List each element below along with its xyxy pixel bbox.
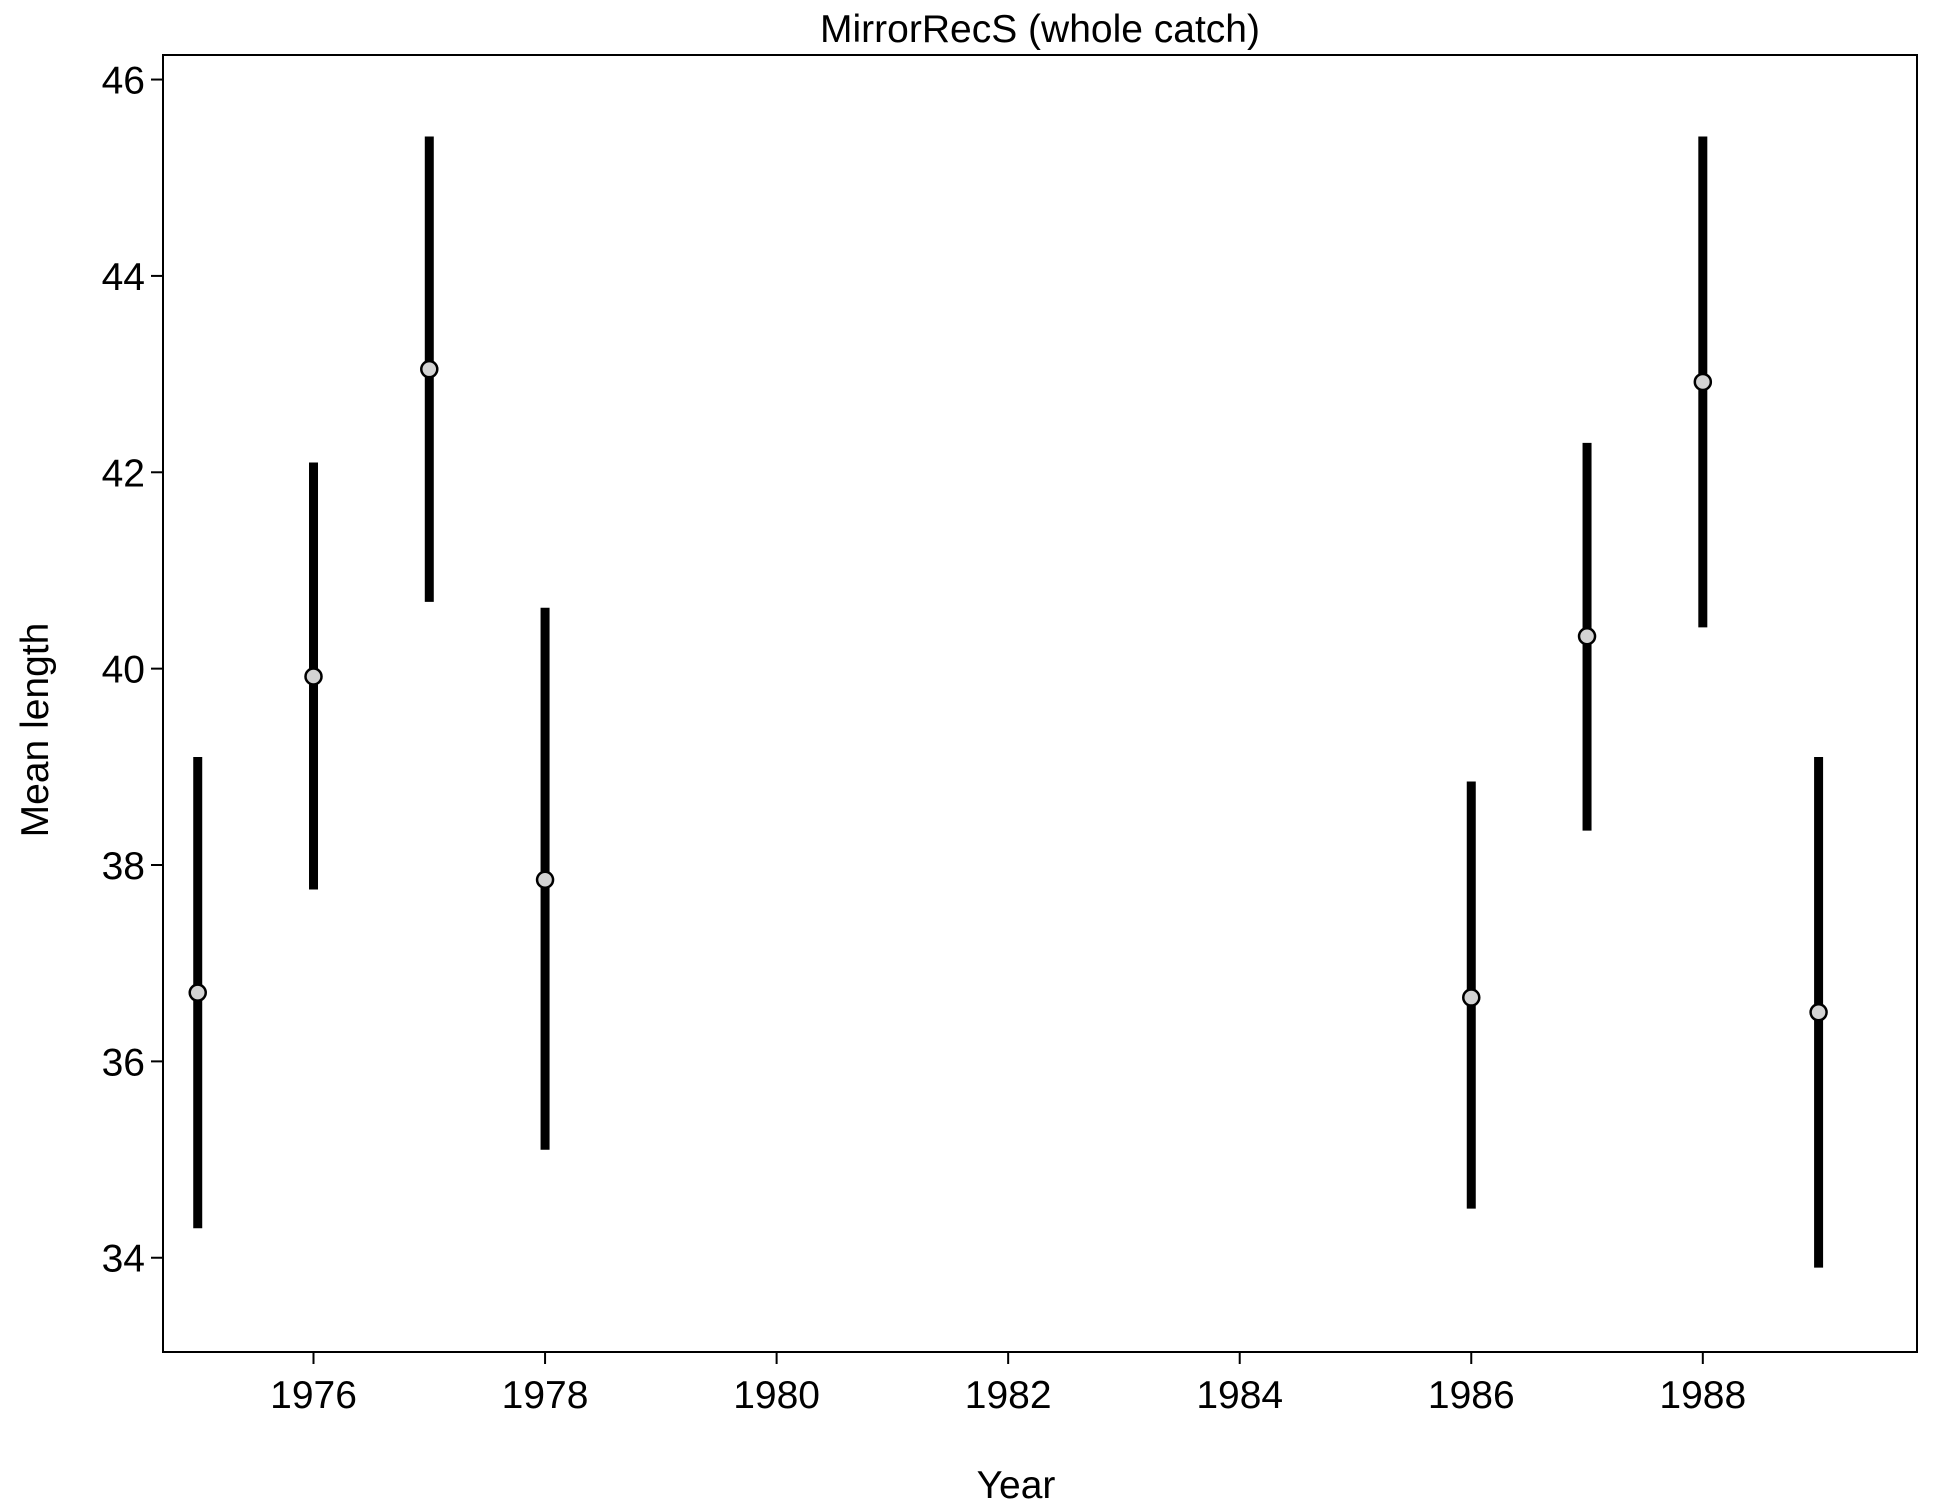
data-point: [535, 870, 555, 889]
x-tick-label: 1982: [965, 1374, 1052, 1417]
y-tick-label: 40: [102, 649, 145, 692]
x-tick-label: 1984: [1196, 1374, 1283, 1417]
data-point: [304, 667, 323, 686]
x-tick-label: 1978: [502, 1374, 589, 1417]
x-tick-label: 1988: [1659, 1374, 1746, 1417]
y-tick-label: 38: [102, 845, 145, 888]
data-point: [188, 983, 207, 1002]
data-series: [188, 136, 1828, 1268]
data-point: [1809, 1003, 1828, 1022]
data-point: [420, 359, 439, 379]
y-tick-label: 44: [102, 256, 145, 299]
chart-title: MirrorRecS (whole catch): [820, 8, 1260, 51]
plot-frame: [162, 54, 1918, 1353]
data-point: [1693, 372, 1713, 392]
y-tick-label: 46: [102, 60, 145, 103]
y-axis: 34 36 38 40 42 44 46: [102, 60, 163, 1281]
y-tick-label: 36: [102, 1041, 145, 1084]
y-tick-label: 42: [102, 452, 145, 495]
y-tick-label: 34: [102, 1238, 145, 1281]
x-tick-label: 1976: [270, 1374, 357, 1417]
x-axis-label: Year: [977, 1464, 1056, 1500]
x-axis: 1976 1978 1980 1982 1984 1986 1988: [270, 1352, 1746, 1417]
x-tick-label: 1986: [1428, 1374, 1515, 1417]
x-tick-label: 1980: [733, 1374, 820, 1417]
y-axis-label: Mean length: [14, 623, 57, 838]
data-point: [1577, 626, 1597, 646]
data-point: [1462, 988, 1481, 1007]
